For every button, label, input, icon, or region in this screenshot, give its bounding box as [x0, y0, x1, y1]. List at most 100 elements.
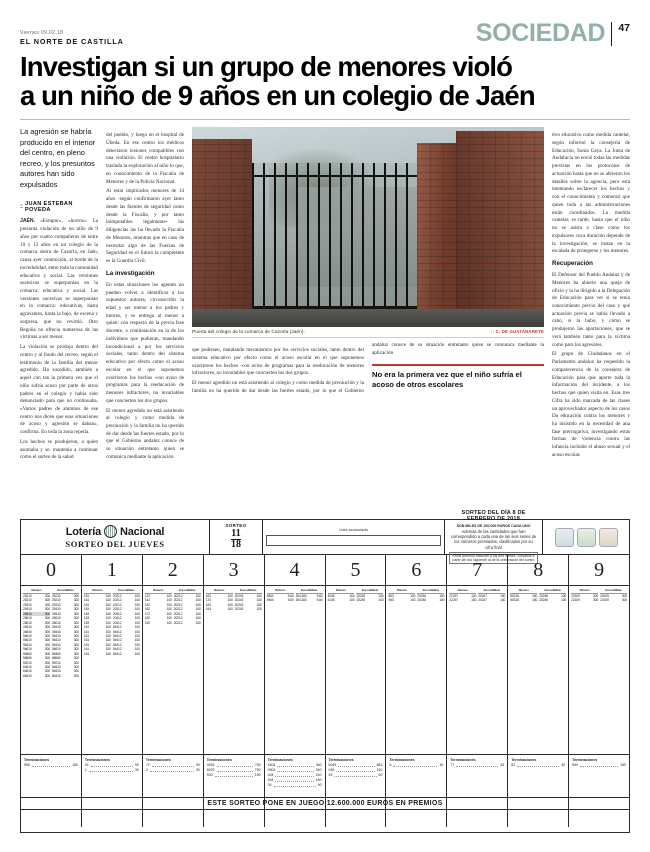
- lottery-prize: 300: [44, 656, 50, 661]
- lottery-subcolumn: Euros/Billete 20109 300 22109 300: [599, 588, 628, 754]
- publication-date: Viernes 09.02.18: [20, 29, 64, 36]
- lottery-row: 55410 300: [23, 638, 50, 642]
- lottery-subcolumn-header: Euros/Billete: [234, 588, 262, 594]
- lottery-subcolumn: Euros/Billete 20212 100 20212 100 20212 100 203…: [112, 588, 141, 754]
- lottery-number: 20248: [539, 598, 548, 603]
- lottery-number: 54412: [112, 633, 122, 638]
- lottery-prize: 100: [134, 594, 140, 598]
- lottery-prize: 300: [73, 602, 79, 607]
- lottery-row: 183 100: [84, 612, 111, 616]
- lottery-prize: 100: [227, 602, 233, 607]
- paragraph: Al estar implicados menores de 14 años -…: [106, 188, 184, 265]
- termination-dots: [336, 768, 375, 772]
- lottery-prize: 300: [73, 611, 79, 616]
- lottery-prize: 300: [44, 642, 50, 647]
- lottery-column-group: Número 181 100 181 100 181 100 183 100 183 100 183 1…: [82, 586, 143, 754]
- lottery-row: 161 100: [84, 652, 111, 656]
- termination-number: 6: [389, 763, 392, 767]
- termination-number: 1: [84, 768, 87, 773]
- termination-title: Terminaciones: [328, 758, 354, 762]
- lottery-row: 34640 300: [52, 630, 79, 634]
- lottery-row: 59210 300: [52, 661, 79, 665]
- lottery-prize: 100: [105, 633, 111, 638]
- lottery-row: 56610 300: [23, 647, 50, 651]
- lottery-prize: 100: [105, 602, 111, 607]
- lottery-row: 64610 300: [52, 669, 79, 673]
- termination-prize: 63: [500, 763, 505, 767]
- termination-number: 04: [267, 783, 272, 788]
- lottery-number: 20247: [478, 594, 487, 598]
- paragraph: tivo educativo como medida cautelar, seg…: [552, 132, 630, 255]
- publication-name: EL NORTE DE CASTILLA: [20, 36, 124, 46]
- lottery-prize: 100: [410, 598, 416, 603]
- termination-number: 4404: [267, 763, 276, 767]
- lottery-subcolumn-header: Número: [266, 588, 294, 594]
- lottery-subcolumn-header: Euros/Billete: [478, 588, 506, 594]
- lottery-prize: 300: [44, 665, 50, 669]
- termination-row: 933 150: [207, 773, 261, 778]
- lottery-number: 183: [83, 616, 90, 621]
- lottery-prize: 100: [134, 638, 140, 643]
- lottery-subcolumn-header: Número: [205, 588, 233, 594]
- lottery-number: 58460: [51, 651, 61, 656]
- termination-dots: [580, 763, 619, 767]
- lottery-number: 20246: [417, 594, 426, 598]
- lottery-row: 25310 300: [52, 603, 79, 607]
- lottery-list-field: [266, 534, 441, 546]
- lottery-number: 65410: [23, 673, 32, 678]
- subhead-investigacion: La investigación: [106, 269, 155, 277]
- column-1-text: JAÉN. «Estupor», «horror». La presunta v…: [20, 218, 98, 462]
- lottery-number: 163: [205, 594, 211, 598]
- termination-number: 980: [24, 763, 30, 767]
- lottery-prize: 300: [592, 598, 599, 603]
- termination-row: 559 150: [572, 763, 626, 768]
- lottery-number: 26510: [23, 611, 32, 616]
- lottery-row: 54412 100: [113, 643, 140, 647]
- lottery-column-group: Número 25210 300 25210 300 25310 300 25410 300 26…: [21, 586, 82, 754]
- lottery-number: 183: [205, 602, 211, 607]
- lottery-number: 152: [144, 602, 150, 607]
- dateline: JAÉN.: [20, 218, 36, 225]
- lottery-row: 28010 300: [23, 621, 50, 625]
- article-photo: [192, 127, 544, 328]
- lottery-number: 20412: [112, 616, 122, 621]
- termination-number: 81: [511, 763, 516, 767]
- photo-underline-columns: que pudiesen, mandando mecanismos por lo…: [192, 342, 544, 395]
- termination-prize: 360: [315, 763, 322, 767]
- lottery-number: 26610: [51, 616, 61, 621]
- lottery-number: 4045: [327, 594, 335, 598]
- lottery-column-group: Número 20109 300 22109 300 Euros/Billete 20109…: [569, 586, 629, 754]
- lottery-termination-cell: Terminaciones 980 180: [21, 755, 82, 827]
- lottery-row: 20247 100: [478, 594, 505, 598]
- lottery-termination-cell: Terminaciones 0263 750 6023 750 933 150: [204, 755, 265, 827]
- lottery-row: 26610 300: [52, 616, 79, 620]
- headline-rule: [20, 119, 630, 121]
- termination-number: 0504: [267, 768, 276, 773]
- masthead-left: Viernes 09.02.18 EL NORTE DE CASTILLA: [20, 29, 124, 46]
- lottery-row: 181 100: [84, 603, 111, 607]
- lottery-row: 173 100: [206, 598, 233, 602]
- lottery-number: 25410: [23, 607, 32, 612]
- column-4-text: tivo educativo como medida cautelar, seg…: [552, 132, 630, 256]
- lottery-number: 34640: [23, 629, 32, 634]
- termination-dots: [216, 768, 253, 772]
- lottery-prize: 100: [378, 598, 384, 603]
- lottery-row: 54412 100: [113, 634, 140, 638]
- lottery-column-header: 5: [326, 555, 387, 585]
- lottery-row: 55410 300: [52, 638, 79, 642]
- draw-year: 18: [231, 538, 241, 550]
- pull-quote-text: No era la primera vez que el niño sufría…: [372, 369, 522, 389]
- termination-title: Terminaciones: [206, 758, 232, 762]
- lottery-prize: 100: [256, 602, 262, 607]
- lottery-termination-cell: Terminaciones 77 63: [447, 755, 509, 827]
- lottery-subcolumn-header: Euros/Billete: [600, 588, 628, 594]
- lottery-number: 22109: [600, 598, 609, 603]
- lottery-number: 34640: [51, 629, 61, 634]
- lottery-prize: 300: [44, 625, 50, 630]
- lottery-row: 54610 300: [23, 634, 50, 638]
- lottery-row: 26510 300: [52, 612, 79, 616]
- lottery-number: 161: [83, 642, 90, 647]
- lottery-row: 20243 100: [235, 594, 262, 598]
- termination-number: 2: [145, 768, 148, 773]
- lottery-row: 56410 300: [23, 643, 50, 647]
